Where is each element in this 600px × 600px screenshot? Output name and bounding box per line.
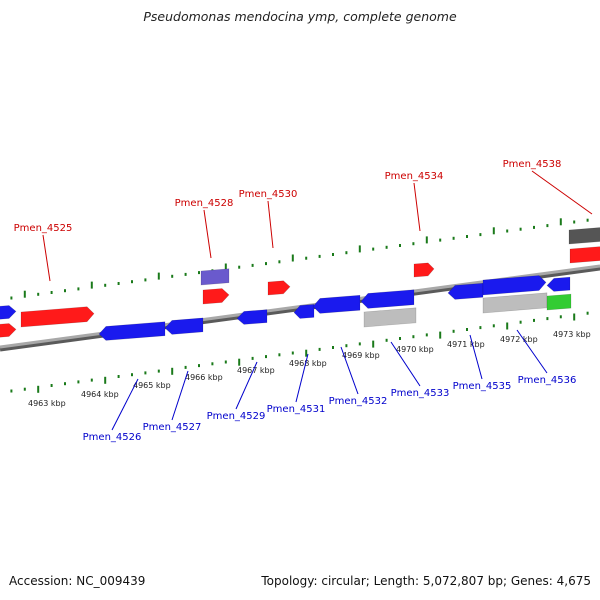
scale-tick-label: 4970 kbp	[396, 345, 434, 354]
label-leader-line	[531, 170, 593, 215]
gene-arrow[interactable]	[0, 323, 17, 339]
gene-arrow[interactable]	[482, 292, 548, 314]
scale-tick-label: 4968 kbp	[289, 359, 327, 368]
scale-tick-label: 4971 kbp	[447, 340, 485, 349]
genome-title: Pseudomonas mendocina ymp, complete geno…	[143, 9, 457, 24]
label-leader-line	[42, 234, 51, 282]
gene-arrow[interactable]	[202, 288, 230, 305]
gene-arrow[interactable]	[293, 304, 315, 319]
gene-label-forward[interactable]: Pmen_4538	[503, 159, 562, 170]
gene-label-reverse[interactable]: Pmen_4529	[207, 411, 266, 422]
forward-gene-labels: Pmen_4525 Pmen_4528 Pmen_4530 Pmen_4534 Pmen…	[14, 159, 593, 282]
gene-label-forward[interactable]: Pmen_4525	[14, 223, 73, 234]
gene-arrow[interactable]	[360, 289, 415, 309]
gene-label-forward[interactable]: Pmen_4530	[239, 189, 298, 200]
label-leader-line	[413, 182, 421, 232]
scale-tick-label: 4966 kbp	[185, 373, 223, 382]
gene-arrow[interactable]	[568, 227, 600, 245]
gene-label-reverse[interactable]: Pmen_4536	[518, 375, 577, 386]
label-leader-line	[295, 353, 309, 403]
scale-tick-label: 4964 kbp	[81, 390, 119, 399]
gene-label-reverse[interactable]: Pmen_4526	[83, 432, 142, 443]
gene-arrow[interactable]	[482, 275, 547, 296]
label-leader-line	[469, 334, 483, 380]
gene-label-reverse[interactable]: Pmen_4532	[329, 396, 388, 407]
label-leader-line	[171, 370, 189, 421]
genome-summary-text: Topology: circular; Length: 5,072,807 bp…	[261, 574, 591, 588]
gene-arrow[interactable]	[98, 321, 166, 341]
gene-arrow[interactable]	[164, 317, 204, 335]
gene-arrow[interactable]	[447, 282, 484, 300]
accession-text: Accession: NC_009439	[9, 574, 146, 588]
gene-arrow[interactable]	[267, 280, 291, 296]
label-leader-line	[267, 200, 274, 249]
gene-arrow[interactable]	[569, 246, 600, 264]
scale-tick-label: 4973 kbp	[553, 330, 591, 339]
gene-label-forward[interactable]: Pmen_4528	[175, 198, 234, 209]
gene-label-forward[interactable]: Pmen_4534	[385, 171, 444, 182]
reverse-gene-labels: Pmen_4526Pmen_4527Pmen_4529Pmen_4531Pmen…	[83, 329, 577, 443]
gene-arrow[interactable]	[200, 268, 230, 286]
scale-tick-label: 4963 kbp	[28, 399, 66, 408]
scale-tick-label: 4969 kbp	[342, 351, 380, 360]
gene-arrow[interactable]	[546, 276, 571, 292]
label-leader-line	[516, 329, 548, 374]
label-leader-line	[203, 209, 212, 259]
scale-tick-label: 4972 kbp	[500, 335, 538, 344]
gene-arrow[interactable]	[312, 294, 361, 314]
gene-arrow[interactable]	[546, 293, 572, 311]
label-leader-line	[235, 361, 258, 410]
gene-label-reverse[interactable]: Pmen_4527	[143, 422, 202, 433]
gene-label-reverse[interactable]: Pmen_4531	[267, 404, 326, 415]
outer-tick-track	[10, 218, 589, 300]
gene-arrow[interactable]	[363, 307, 417, 328]
inner-tick-track	[10, 311, 589, 393]
label-leader-line	[111, 378, 139, 431]
gene-label-reverse[interactable]: Pmen_4533	[391, 388, 450, 399]
gene-features	[0, 227, 600, 341]
gene-arrow[interactable]	[413, 262, 435, 278]
gene-arrow[interactable]	[20, 306, 95, 328]
scale-tick-label: 4967 kbp	[237, 366, 275, 375]
gene-arrow[interactable]	[236, 309, 268, 325]
scale-tick-label: 4965 kbp	[133, 381, 171, 390]
gene-label-reverse[interactable]: Pmen_4535	[453, 381, 512, 392]
scale-labels: 4963 kbp 4964 kbp 4965 kbp 4966 kbp 4967 kbp…	[28, 330, 591, 408]
label-leader-line	[340, 346, 359, 395]
label-leader-line	[390, 341, 421, 387]
gene-arrow[interactable]	[0, 305, 17, 321]
